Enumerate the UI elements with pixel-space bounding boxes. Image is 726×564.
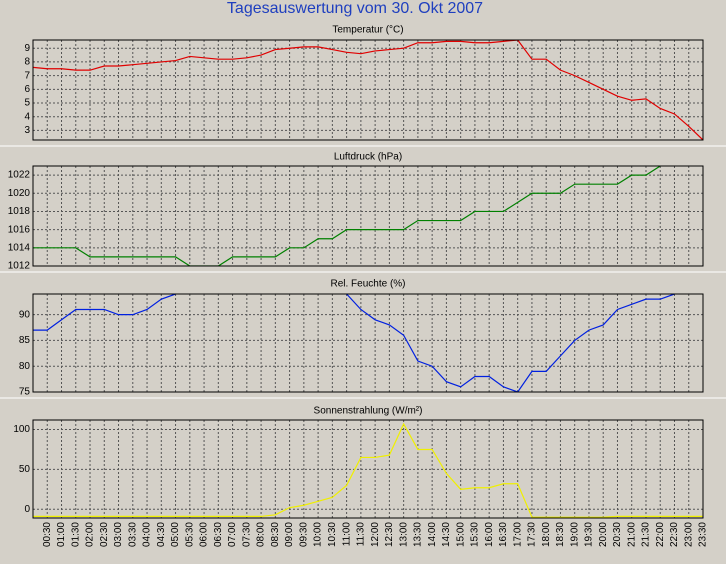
- x-tick-label: 23:30: [698, 522, 709, 547]
- chart-title: Luftdruck (hPa): [334, 152, 402, 163]
- x-tick-label: 09:30: [298, 522, 309, 547]
- y-tick-label: 75: [19, 387, 31, 398]
- y-tick-label: 4: [24, 111, 30, 122]
- x-tick-label: 22:30: [669, 522, 680, 547]
- data-line: [33, 40, 703, 140]
- x-tick-label: 04:30: [156, 522, 167, 547]
- y-tick-label: 6: [24, 84, 30, 95]
- x-tick-label: 17:00: [512, 522, 523, 547]
- chart-title: Sonnenstrahlung (W/m²): [314, 406, 423, 417]
- x-tick-label: 13:30: [413, 522, 424, 547]
- x-tick-label: 08:00: [256, 522, 267, 547]
- x-tick-label: 19:00: [569, 522, 580, 547]
- x-tick-label: 00:30: [42, 522, 53, 547]
- x-tick-label: 15:30: [470, 522, 481, 547]
- plot-area: [33, 40, 703, 140]
- x-tick-label: 21:00: [626, 522, 637, 547]
- y-tick-label: 8: [24, 57, 30, 68]
- y-tick-label: 1022: [8, 170, 31, 181]
- x-tick-label: 12:00: [370, 522, 381, 547]
- data-line: [33, 422, 703, 518]
- chart-title: Temperatur (°C): [332, 25, 403, 36]
- x-tick-label: 03:30: [127, 522, 138, 547]
- x-tick-label: 06:30: [213, 522, 224, 547]
- x-tick-label: 02:00: [85, 522, 96, 547]
- x-tick-label: 16:00: [484, 522, 495, 547]
- y-tick-label: 5: [24, 98, 30, 109]
- x-tick-label: 05:30: [184, 522, 195, 547]
- x-tick-label: 06:00: [199, 522, 210, 547]
- x-tick-label: 21:30: [641, 522, 652, 547]
- x-tick-label: 18:30: [555, 522, 566, 547]
- x-tick-label: 14:00: [427, 522, 438, 547]
- y-tick-label: 1014: [8, 242, 31, 253]
- x-tick-label: 19:30: [584, 522, 595, 547]
- plot-border: [32, 39, 704, 141]
- x-tick-label: 01:30: [70, 522, 81, 547]
- y-tick-label: 1016: [8, 224, 31, 235]
- data-line: [33, 294, 675, 392]
- plot-border: [32, 165, 704, 267]
- y-tick-label: 1018: [8, 206, 31, 217]
- page-title: Tagesauswertung vom 30. Okt 2007: [227, 0, 483, 17]
- x-tick-label: 22:00: [655, 522, 666, 547]
- x-tick-label: 18:00: [541, 522, 552, 547]
- chart-title: Rel. Feuchte (%): [330, 279, 405, 290]
- x-tick-label: 04:00: [142, 522, 153, 547]
- y-tick-label: 3: [24, 125, 30, 136]
- x-tick-label: 14:30: [441, 522, 452, 547]
- y-tick-label: 9: [24, 43, 30, 54]
- y-tick-label: 85: [19, 335, 31, 346]
- x-tick-label: 11:00: [341, 522, 352, 547]
- plot-border: [32, 293, 704, 393]
- plot-area: [33, 166, 703, 266]
- y-tick-label: 90: [19, 309, 31, 320]
- plot-area: [33, 294, 703, 392]
- y-tick-label: 80: [19, 361, 31, 372]
- plot-area: [33, 420, 703, 518]
- x-tick-label: 05:00: [170, 522, 181, 547]
- x-tick-label: 03:00: [113, 522, 124, 547]
- x-tick-label: 11:30: [356, 522, 367, 547]
- x-tick-label: 08:30: [270, 522, 281, 547]
- x-tick-label: 16:30: [498, 522, 509, 547]
- x-tick-label: 12:30: [384, 522, 395, 547]
- y-tick-label: 0: [24, 504, 30, 515]
- x-tick-label: 10:30: [327, 522, 338, 547]
- x-tick-label: 13:00: [398, 522, 409, 547]
- x-tick-label: 10:00: [313, 522, 324, 547]
- x-tick-label: 15:00: [455, 522, 466, 547]
- x-tick-label: 01:00: [56, 522, 67, 547]
- x-tick-label: 20:00: [598, 522, 609, 547]
- y-tick-label: 7: [24, 70, 30, 81]
- x-tick-label: 23:00: [683, 522, 694, 547]
- y-tick-label: 1012: [8, 261, 31, 272]
- y-tick-label: 100: [13, 424, 30, 435]
- x-tick-label: 02:30: [99, 522, 110, 547]
- y-tick-label: 50: [19, 464, 31, 475]
- x-tick-label: 20:30: [612, 522, 623, 547]
- x-tick-label: 09:00: [284, 522, 295, 547]
- x-tick-label: 17:30: [527, 522, 538, 547]
- x-tick-label: 07:30: [241, 522, 252, 547]
- plot-border: [32, 419, 704, 519]
- y-tick-label: 1020: [8, 188, 31, 199]
- x-tick-label: 07:00: [227, 522, 238, 547]
- data-line: [33, 166, 661, 266]
